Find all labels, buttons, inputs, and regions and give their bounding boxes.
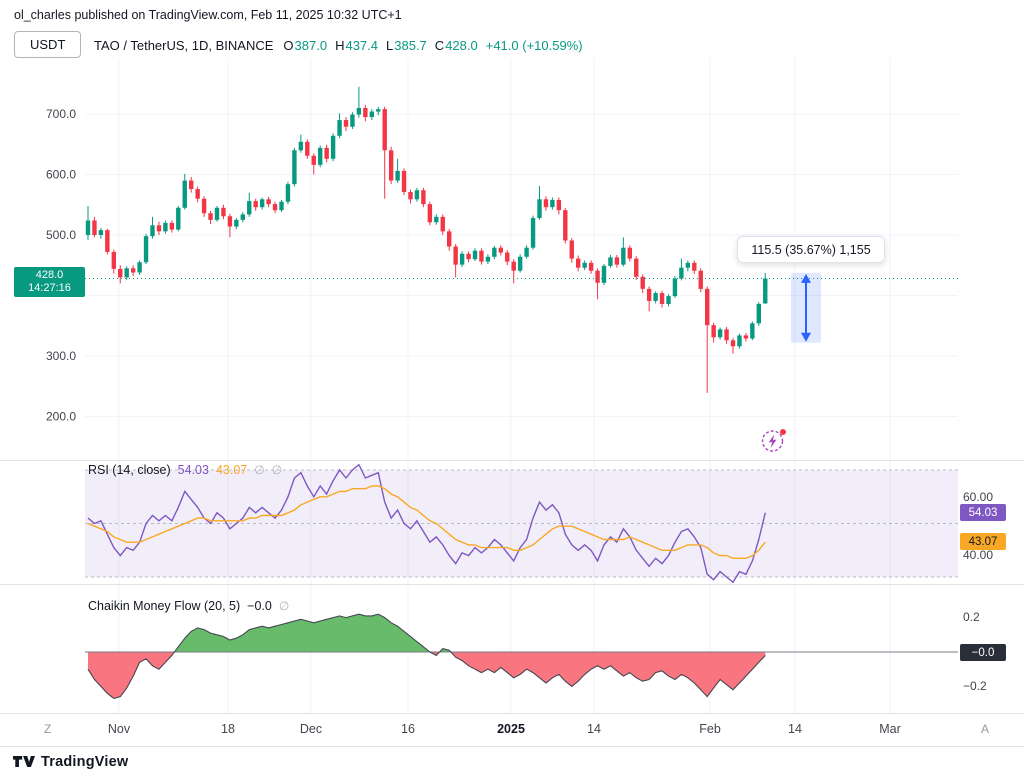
symbol-title[interactable]: TAO / TetherUS, 1D, BINANCE	[94, 38, 274, 53]
high-label: H	[335, 38, 345, 53]
price-range-tool[interactable]	[791, 272, 821, 343]
lightning-bolt-icon	[768, 434, 777, 449]
line-rsi-based-ma	[87, 485, 766, 560]
cmf-value: −0.0	[247, 599, 272, 613]
rsi-scale-label-60: 60.00	[963, 490, 994, 504]
rsi-value: 54.03	[177, 463, 209, 477]
rsi-value-badge: 54.03	[960, 504, 1006, 521]
axis-divider	[0, 713, 1024, 714]
notification-dot	[780, 429, 786, 435]
open-value: 387.0	[294, 38, 328, 53]
ohlc-high: H437.4	[335, 38, 378, 53]
v-gridlines	[118, 460, 891, 584]
price-range-text: 115.5 (35.67%) 1,155	[751, 242, 871, 257]
svg-text:500.0: 500.0	[46, 228, 76, 242]
time-axis-label: 2025	[497, 722, 525, 736]
svg-text:200.0: 200.0	[46, 410, 76, 424]
cmf-area-positive	[88, 614, 766, 652]
axis-left-hint: Z	[44, 722, 52, 736]
price-axis-labels: 700.0 600.0 500.0 300.0 200.0	[46, 107, 76, 424]
cmf-scale-label-lower: −0.2	[963, 679, 987, 693]
symbol-info-bar: TAO / TetherUS, 1D, BINANCE O387.0 H437.…	[94, 38, 583, 53]
rsi-legend[interactable]: RSI (14, close) 54.03 43.07 ∅ ∅	[88, 463, 282, 477]
close-label: C	[434, 38, 445, 53]
published-header: ol_charles published on TradingView.com,…	[14, 8, 402, 22]
flash-reaction-icon[interactable]	[760, 427, 787, 454]
rsi-title: RSI (14, close)	[88, 463, 171, 477]
current-price-value: 428.0	[35, 269, 64, 281]
time-axis-label: Mar	[879, 722, 901, 736]
hidden-value-icon: ∅	[254, 463, 265, 477]
cmf-scale-label-upper: 0.2	[963, 610, 980, 624]
footer-divider	[0, 746, 1024, 747]
svg-text:600.0: 600.0	[46, 168, 76, 182]
svg-text:300.0: 300.0	[46, 349, 76, 363]
cmf-legend[interactable]: Chaikin Money Flow (20, 5) −0.0 ∅	[88, 599, 289, 613]
rsi-pane[interactable]	[0, 460, 1024, 584]
cmf-title: Chaikin Money Flow (20, 5)	[88, 599, 241, 613]
time-axis-label: 14	[587, 722, 601, 736]
brand-name: TradingView	[41, 753, 129, 770]
high-value: 437.4	[345, 38, 379, 53]
v-gridlines	[118, 58, 891, 460]
close-value: 428.0	[445, 38, 478, 53]
time-axis-label: 14	[788, 722, 802, 736]
pane-divider[interactable]	[0, 460, 1024, 461]
price-range-tooltip: 115.5 (35.67%) 1,155	[737, 236, 885, 263]
time-axis-label: Feb	[699, 722, 721, 736]
current-price-countdown: 14:27:16	[28, 282, 71, 294]
time-axis-label: 16	[401, 722, 415, 736]
hidden-value-icon: ∅	[271, 463, 283, 477]
rsi-ma-value-badge: 43.07	[960, 533, 1006, 550]
ohlc-open: O387.0	[283, 38, 327, 53]
time-axis-label: Dec	[299, 722, 323, 736]
candles	[85, 86, 768, 393]
ohlc-low: L385.7	[386, 38, 427, 53]
low-value: 385.7	[394, 38, 427, 53]
rsi-ma-value: 43.07	[215, 463, 248, 477]
price-change: +41.0 (+10.59%)	[485, 38, 583, 53]
hidden-value-icon: ∅	[278, 599, 290, 613]
low-label: L	[386, 38, 394, 53]
ohlc-close: C428.0	[435, 38, 478, 53]
line-rsi	[87, 463, 766, 584]
rsi-band	[85, 470, 958, 577]
open-label: O	[283, 38, 294, 53]
svg-text:700.0: 700.0	[46, 107, 76, 121]
tradingview-logo	[13, 756, 35, 767]
cmf-value-badge: −0.0	[960, 644, 1006, 661]
price-chart-pane[interactable]: 700.0 600.0 500.0 300.0 200.0	[0, 58, 1024, 460]
cmf-outline	[87, 613, 766, 700]
currency-toggle-button[interactable]: USDT	[14, 31, 82, 58]
cmf-pane[interactable]	[0, 584, 1024, 713]
cmf-area-negative	[88, 652, 766, 699]
footer-brand[interactable]: TradingView	[13, 751, 128, 772]
axis-right-hint: A	[981, 722, 990, 736]
current-price-label: 428.0 14:27:16	[14, 267, 85, 297]
rsi-scale-label-40: 40.00	[963, 548, 994, 562]
pane-divider[interactable]	[0, 584, 1024, 585]
time-axis-label: Nov	[107, 722, 131, 736]
time-axis[interactable]: Nov 18 Dec 16 2025 14 Feb 14 Mar	[0, 713, 1024, 746]
h-gridlines	[85, 113, 958, 417]
time-axis-label: 18	[221, 722, 235, 736]
